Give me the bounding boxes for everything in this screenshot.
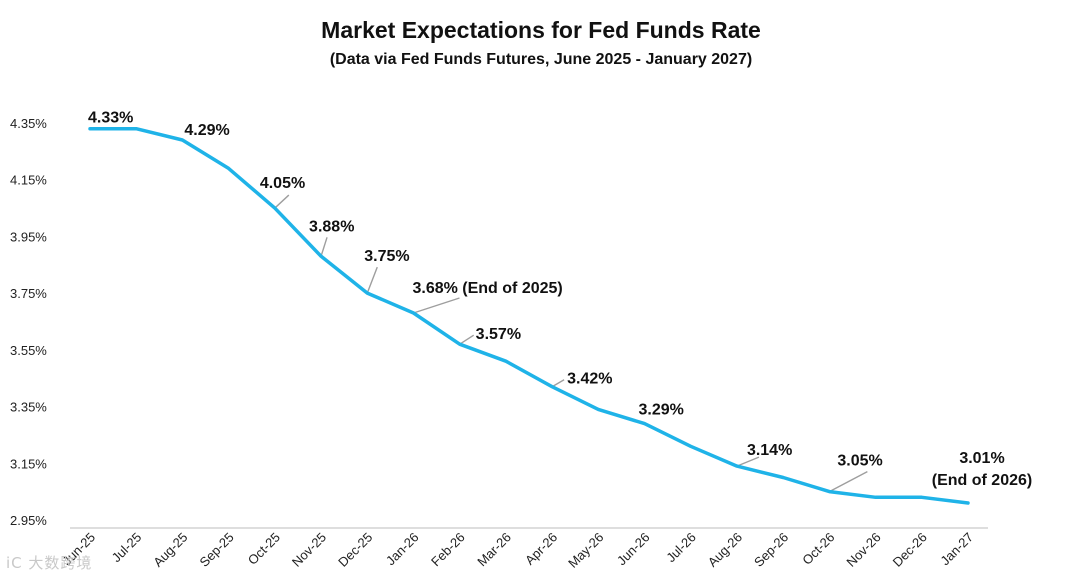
annotation-leader-line — [551, 379, 565, 388]
chart-title: Market Expectations for Fed Funds Rate — [321, 17, 761, 43]
data-labels: 4.33% 4.29% 4.05% 3.88% 3.75%3.68% (End of 2… — [88, 110, 1032, 489]
data-label: 4.33% — [88, 110, 133, 127]
x-tick-label: Nov-26 — [843, 530, 883, 570]
x-tick-label: Jan-27 — [937, 530, 976, 569]
x-tick-label: Aug-25 — [150, 530, 190, 570]
data-label: 3.05% — [837, 453, 882, 470]
annotation-leaders — [274, 194, 868, 493]
series-line — [88, 126, 970, 505]
x-tick-label: Jun-26 — [614, 530, 653, 569]
data-label: 3.88% — [309, 218, 354, 235]
x-tick-label: Feb-26 — [428, 530, 468, 570]
x-tick-label: Nov-25 — [289, 530, 329, 570]
x-tick-label: Apr-26 — [522, 530, 560, 568]
data-label: 3.57% — [476, 326, 521, 343]
watermark: iC 大数跨境 — [6, 554, 93, 572]
x-tick-label: Aug-26 — [705, 530, 745, 570]
data-label-note: (End of 2026) — [932, 472, 1032, 489]
x-tick-label: May-26 — [565, 530, 606, 571]
data-label: 3.42% — [567, 371, 612, 388]
x-tick-label: Dec-25 — [335, 530, 375, 570]
x-tick-label: Dec-26 — [890, 530, 930, 570]
y-tick-label: 2.95% — [10, 513, 47, 528]
x-tick-label: Oct-25 — [245, 530, 283, 568]
annotation-leader-line — [736, 456, 760, 467]
x-tick-label: Mar-26 — [474, 530, 514, 570]
x-tick-label: Jul-25 — [109, 530, 145, 566]
y-tick-label: 3.55% — [10, 343, 47, 358]
y-tick-label: 4.35% — [10, 116, 47, 131]
y-tick-label: 3.35% — [10, 400, 47, 415]
data-label: 3.68% (End of 2025) — [412, 280, 562, 297]
data-label: 3.14% — [747, 442, 792, 459]
annotation-leader-line — [829, 471, 868, 493]
annotation-leader-line — [459, 334, 475, 345]
x-tick-label: Jan-26 — [383, 530, 422, 569]
x-tick-label: Sep-26 — [751, 530, 791, 570]
annotation-leader-line — [366, 266, 378, 294]
x-tick-label: Jul-26 — [663, 530, 699, 566]
y-tick-label: 3.75% — [10, 286, 47, 301]
x-tick-label: Oct-26 — [799, 530, 837, 568]
data-label: 4.29% — [184, 122, 229, 139]
chart-subtitle: (Data via Fed Funds Futures, June 2025 -… — [330, 51, 752, 68]
annotation-leader-line — [413, 297, 460, 314]
y-tick-label: 3.15% — [10, 456, 47, 471]
y-tick-label: 4.15% — [10, 173, 47, 188]
y-tick-label: 3.95% — [10, 229, 47, 244]
data-label: 3.75% — [364, 248, 409, 265]
annotation-leader-line — [320, 237, 328, 257]
data-label: 4.05% — [260, 175, 305, 192]
y-axis: 4.35% 4.15% 3.95% 3.75% 3.55% 3.35% 3.15% 2.95% — [10, 116, 47, 528]
annotation-leader-line — [274, 194, 290, 209]
data-label: 3.01% — [959, 450, 1004, 467]
x-tick-label: Sep-25 — [197, 530, 237, 570]
data-label: 3.29% — [639, 402, 684, 419]
x-axis: Jun-25 Jul-25 Aug-25 Sep-25 Oct-25 Nov-25 Dec-… — [59, 530, 976, 571]
